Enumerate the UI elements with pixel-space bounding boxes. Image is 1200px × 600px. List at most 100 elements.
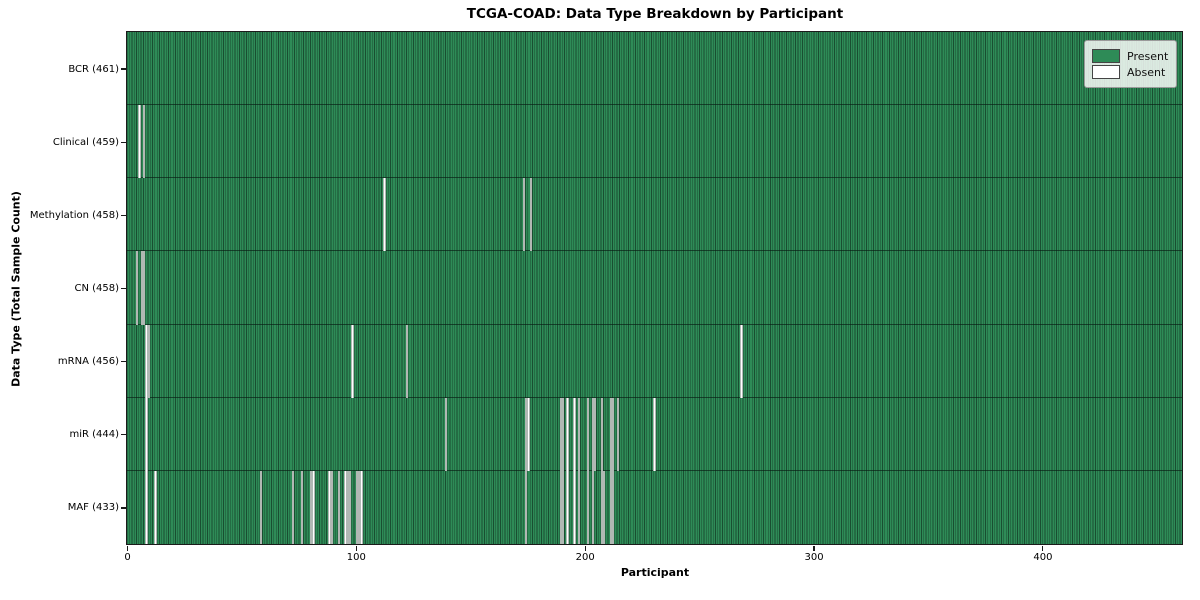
y-tick-label-mrna: mRNA (456)	[57, 356, 119, 368]
absent-cell	[291, 470, 295, 544]
absent-cell	[527, 397, 530, 471]
absent-cell	[147, 324, 150, 398]
absent-cell	[355, 470, 359, 544]
absent-cell	[577, 397, 581, 471]
absent-cell	[525, 397, 528, 471]
absent-cell	[600, 397, 603, 471]
absent-cell	[612, 470, 615, 544]
absent-cell	[145, 397, 148, 471]
absent-cell	[609, 397, 613, 471]
absent-cell	[310, 470, 313, 544]
heatmap-row-bcr	[127, 32, 1182, 106]
legend-item-present: Present	[1092, 49, 1168, 63]
absent-cell	[348, 470, 352, 544]
heatmap-plot-area	[126, 31, 1183, 545]
heatmap-row-clinical	[127, 105, 1182, 179]
absent-cell	[346, 470, 349, 544]
absent-cell	[138, 105, 141, 179]
x-tick-mark	[584, 546, 586, 551]
absent-cell	[600, 470, 603, 544]
absent-cell	[300, 470, 304, 544]
heatmap-row-cn	[127, 251, 1182, 325]
y-tick-mark	[121, 214, 126, 216]
x-tick-mark	[813, 546, 815, 551]
legend-label-present: Present	[1127, 49, 1169, 63]
x-tick-label-300: 300	[804, 552, 824, 563]
legend-item-absent: Absent	[1092, 65, 1168, 79]
absent-cell	[566, 397, 569, 471]
absent-cell	[143, 251, 146, 325]
absent-cell	[586, 397, 590, 471]
absent-cell	[591, 470, 594, 544]
absent-cell	[653, 397, 656, 471]
y-tick-mark	[121, 141, 126, 143]
absent-cell	[351, 324, 354, 398]
absent-cell	[525, 470, 528, 544]
x-tick-mark	[126, 546, 129, 551]
absent-cell	[603, 470, 606, 544]
absent-cell	[154, 470, 157, 544]
chart-title: TCGA-COAD: Data Type Breakdown by Partic…	[466, 6, 844, 22]
x-axis-label: Participant	[620, 566, 690, 579]
x-tick-mark	[355, 546, 357, 551]
heatmap-row-methylation	[127, 178, 1182, 252]
absent-cell	[561, 470, 565, 544]
absent-cell	[593, 397, 597, 471]
absent-cell	[561, 397, 565, 471]
absent-cell	[522, 178, 526, 252]
y-tick-label-mir: miR (444)	[69, 429, 119, 441]
absent-cell	[328, 470, 331, 544]
absent-cell	[445, 397, 448, 471]
y-tick-mark	[121, 361, 126, 363]
x-tick-label-400: 400	[1033, 552, 1053, 563]
absent-cell	[573, 397, 576, 471]
absent-cell	[140, 251, 143, 325]
heatmap-row-mrna	[127, 324, 1182, 398]
absent-cell	[559, 470, 562, 544]
x-tick-label-0: 0	[124, 552, 131, 563]
x-tick-label-100: 100	[346, 552, 366, 563]
y-tick-label-maf: MAF (433)	[67, 502, 119, 514]
legend: Present Absent	[1084, 40, 1177, 88]
y-tick-mark	[121, 507, 126, 509]
y-tick-label-bcr: BCR (461)	[68, 63, 119, 75]
absent-cell	[566, 470, 569, 544]
y-tick-mark	[121, 287, 126, 290]
y-tick-mark	[121, 68, 126, 70]
absent-cell	[383, 178, 386, 252]
y-tick-label-methylation: Methylation (458)	[29, 209, 119, 221]
heatmap-row-mir	[127, 397, 1182, 471]
absent-cell	[616, 397, 620, 471]
absent-cell	[344, 470, 347, 544]
absent-cell	[573, 470, 576, 544]
absent-cell	[360, 470, 363, 544]
absent-cell	[312, 470, 315, 544]
x-tick-mark	[1042, 546, 1044, 551]
absent-cell	[586, 470, 590, 544]
present-swatch	[1092, 49, 1120, 63]
absent-cell	[337, 470, 340, 544]
absent-cell	[136, 251, 139, 325]
heatmap-row-maf	[127, 470, 1182, 544]
absent-cell	[145, 324, 148, 398]
y-tick-label-cn: CN (458)	[74, 283, 119, 294]
absent-cell	[609, 470, 613, 544]
x-tick-label-200: 200	[575, 552, 595, 563]
absent-cell	[591, 397, 594, 471]
legend-label-absent: Absent	[1127, 65, 1166, 79]
absent-cell	[559, 397, 562, 471]
absent-swatch	[1092, 65, 1120, 79]
absent-cell	[143, 105, 146, 179]
y-tick-label-clinical: Clinical (459)	[52, 136, 119, 148]
absent-cell	[330, 470, 333, 544]
absent-cell	[358, 470, 361, 544]
absent-cell	[406, 324, 409, 398]
absent-cell	[740, 324, 743, 398]
absent-cell	[577, 470, 581, 544]
absent-cell	[529, 178, 533, 252]
absent-cell	[612, 397, 615, 471]
absent-cell	[259, 470, 262, 544]
y-tick-mark	[121, 434, 126, 436]
absent-cell	[145, 470, 148, 544]
